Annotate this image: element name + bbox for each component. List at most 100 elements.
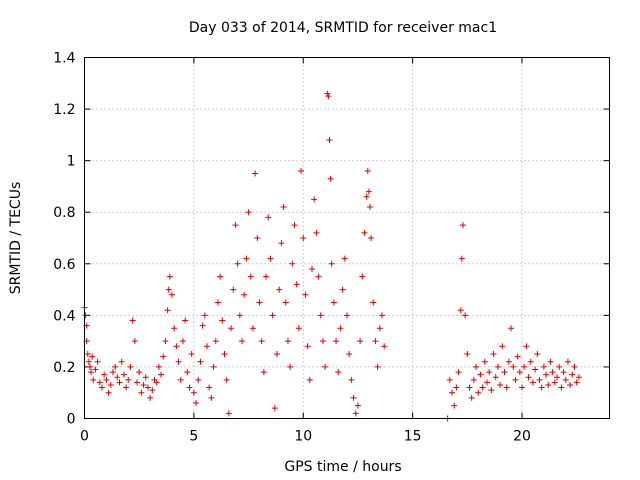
- data-point-marker: [125, 376, 132, 383]
- data-point-marker: [545, 381, 552, 388]
- data-point-marker: [532, 366, 539, 373]
- data-point-marker: [223, 376, 230, 383]
- data-point-marker: [540, 363, 547, 370]
- data-point-marker: [263, 273, 270, 280]
- data-point-marker: [333, 338, 340, 345]
- data-point-marker: [560, 369, 567, 376]
- y-axis-ticks: 0 0.2 0.4 0.6 0.8 1 1.2 1.4: [53, 51, 610, 428]
- data-point-marker: [247, 273, 254, 280]
- data-point-marker: [169, 291, 175, 298]
- data-point-marker: [101, 371, 108, 378]
- data-point-marker: [298, 167, 305, 174]
- data-point-marker: [457, 307, 464, 314]
- data-point-marker: [459, 222, 466, 229]
- data-point-marker: [295, 325, 302, 332]
- data-point-marker: [278, 240, 285, 247]
- data-point-marker: [525, 374, 532, 381]
- data-point-marker: [82, 312, 89, 319]
- data-point-marker: [134, 379, 140, 386]
- x-tick-label: 10: [294, 429, 312, 445]
- data-point-marker: [317, 312, 324, 319]
- data-point-marker: [372, 338, 379, 345]
- data-point-marker: [138, 389, 145, 396]
- data-point-marker: [197, 358, 204, 365]
- data-point-marker: [291, 222, 298, 229]
- data-point-marker: [562, 376, 569, 383]
- data-point-marker: [462, 312, 469, 319]
- data-point-marker: [147, 394, 154, 401]
- data-point-marker: [529, 379, 536, 386]
- data-point-marker: [171, 325, 178, 332]
- data-point-marker: [258, 338, 265, 345]
- data-point-marker: [484, 379, 490, 386]
- data-point-marker: [575, 374, 582, 381]
- data-point-marker: [473, 363, 480, 370]
- data-point-marker: [304, 343, 311, 350]
- data-point-marker: [199, 322, 206, 329]
- data-point-marker: [453, 384, 460, 391]
- data-point-marker: [188, 351, 195, 358]
- data-point-marker: [88, 369, 95, 376]
- data-point-marker: [370, 299, 377, 306]
- data-point-marker: [280, 204, 287, 211]
- data-point-marker: [260, 369, 267, 376]
- data-point-marker: [190, 389, 197, 396]
- data-point-marker: [129, 317, 136, 324]
- data-point-marker: [481, 358, 488, 365]
- y-tick-label: 0.8: [53, 205, 75, 221]
- data-point-marker: [86, 363, 93, 370]
- data-point-marker: [127, 363, 134, 370]
- data-point-marker: [492, 374, 499, 381]
- data-point-marker: [90, 376, 97, 383]
- data-point-marker: [554, 374, 560, 381]
- data-point-marker: [519, 384, 525, 391]
- data-point-marker: [451, 402, 458, 409]
- y-tick-label: 1: [67, 154, 76, 170]
- data-point-marker: [344, 312, 350, 319]
- data-point-marker: [571, 363, 578, 370]
- data-point-marker: [534, 351, 541, 358]
- data-point-marker: [470, 376, 477, 383]
- data-point-marker: [494, 363, 501, 370]
- data-point-marker: [547, 358, 554, 365]
- data-point-marker: [446, 376, 453, 383]
- data-point-marker: [276, 286, 283, 293]
- data-point-marker: [464, 351, 471, 358]
- data-point-marker: [116, 379, 123, 386]
- data-point-marker: [144, 384, 151, 391]
- data-point-marker: [149, 387, 156, 394]
- chart-title: Day 033 of 2014, SRMTID for receiver mac…: [189, 20, 497, 36]
- data-point-marker: [551, 379, 558, 386]
- data-point-marker: [337, 325, 344, 332]
- data-point-marker: [208, 394, 215, 401]
- data-point-marker: [477, 371, 484, 378]
- data-point-marker: [569, 371, 576, 378]
- data-point-marker: [182, 317, 189, 324]
- x-tick-label: 5: [189, 429, 198, 445]
- data-point-marker: [475, 389, 482, 396]
- data-point-marker: [350, 394, 357, 401]
- x-tick-label: 0: [80, 429, 89, 445]
- data-point-marker: [162, 338, 169, 345]
- data-point-marker: [346, 351, 353, 358]
- data-point-marker: [325, 93, 332, 100]
- data-point-marker: [214, 299, 221, 306]
- y-tick-label: 0: [67, 412, 76, 428]
- data-point-marker: [92, 366, 99, 373]
- x-tick-label: 15: [404, 429, 422, 445]
- data-point-marker: [289, 260, 296, 267]
- data-point-marker: [368, 235, 375, 241]
- y-axis-label: SRMTID / TECUs: [8, 182, 24, 295]
- data-point-marker: [527, 358, 534, 365]
- data-point-marker: [538, 384, 545, 391]
- data-point-marker: [293, 281, 300, 288]
- data-point-marker: [309, 265, 315, 272]
- data-point-marker: [103, 376, 110, 383]
- data-point-marker: [328, 260, 335, 267]
- y-tick-label: 1.4: [53, 51, 75, 67]
- data-point-marker: [165, 286, 172, 293]
- x-axis-label: GPS time / hours: [284, 459, 401, 475]
- data-point-marker: [256, 299, 263, 306]
- data-point-marker: [232, 222, 239, 229]
- data-point-marker: [501, 369, 508, 376]
